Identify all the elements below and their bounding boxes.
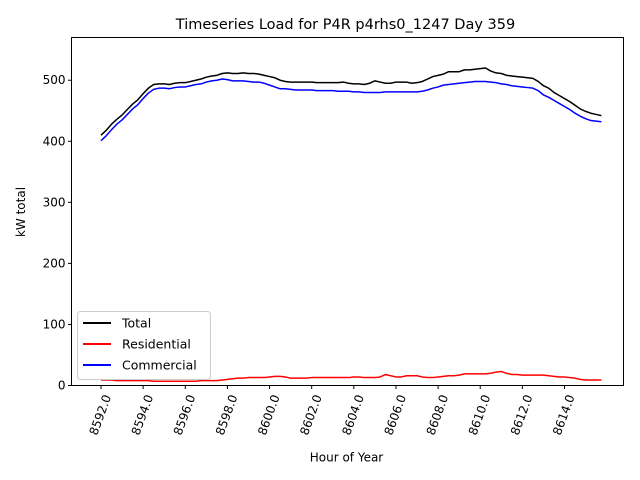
series-line-residential — [101, 370, 602, 382]
y-tick-label: 100 — [43, 317, 66, 331]
y-tick-label: 0 — [58, 379, 66, 393]
y-axis-label: kW total — [14, 187, 28, 237]
series-line-commercial — [100, 78, 602, 142]
y-tick-label: 200 — [43, 256, 66, 270]
plot-area — [100, 67, 602, 382]
chart-title: Timeseries Load for P4R p4rhs0_1247 Day … — [175, 17, 515, 33]
legend-frame — [77, 311, 211, 380]
legend-label-total: Total — [121, 316, 151, 331]
y-tick-label: 400 — [43, 134, 66, 148]
legend: Total Residential Commercial — [77, 311, 211, 380]
x-axis-label: Hour of Year — [310, 451, 384, 465]
y-tick-label: 300 — [43, 195, 66, 209]
series-layer — [100, 67, 602, 382]
y-tick-label: 500 — [43, 73, 66, 87]
legend-label-commercial: Commercial — [122, 358, 197, 373]
series-line-total — [100, 67, 602, 136]
y-axis-ticks: 0 100 200 300 400 500 — [43, 73, 72, 393]
legend-label-residential: Residential — [122, 337, 191, 352]
plot-frame — [71, 37, 624, 386]
